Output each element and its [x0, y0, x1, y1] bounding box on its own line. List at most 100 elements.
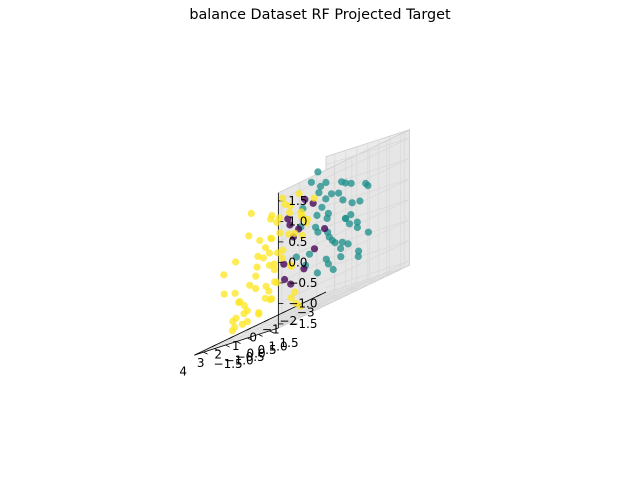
y-tick: [247, 337, 252, 341]
data-point: [347, 179, 355, 187]
data-point: [229, 317, 237, 325]
data-point: [348, 199, 356, 207]
tick-labels: −3−2−101234−1.5−1.0−0.50.00.51.01.5−1.5−…: [179, 194, 317, 378]
data-point: [353, 223, 361, 232]
y-tick: [203, 351, 208, 355]
data-point: [337, 244, 345, 253]
data-point: [287, 280, 295, 288]
data-point: [292, 253, 300, 261]
grid-line: [325, 240, 410, 268]
x-axis-line: [194, 291, 327, 356]
data-point: [245, 232, 253, 240]
data-point: [292, 299, 300, 307]
z-tick-label: −1.0: [288, 296, 317, 310]
data-point: [220, 290, 228, 298]
data-point: [265, 249, 273, 257]
z-tick-label: −1.5: [288, 317, 317, 331]
data-point: [318, 203, 326, 211]
x-tick-label: 2: [214, 348, 222, 362]
grid-line: [278, 240, 410, 304]
x-tick-label: −2: [279, 314, 297, 328]
data-point: [327, 190, 336, 198]
data-point: [345, 220, 354, 228]
data-point: [273, 218, 281, 226]
data-point: [314, 228, 322, 236]
z-tick-label: −0.5: [288, 276, 317, 290]
data-point: [295, 190, 303, 198]
y-tick: [236, 341, 241, 344]
data-point: [291, 229, 299, 237]
z-tick-label: 0.0: [288, 255, 307, 269]
data-point: [267, 234, 275, 242]
data-point: [278, 254, 286, 262]
data-point: [252, 285, 260, 293]
data-point: [286, 221, 294, 229]
data-point: [322, 178, 330, 187]
data-point: [362, 179, 370, 188]
data-point: [354, 252, 362, 261]
x-tick: [316, 294, 321, 297]
y-tick: [225, 344, 230, 348]
y-tick-label: 1.5: [280, 336, 299, 350]
data-point: [247, 209, 255, 217]
y-tick: [258, 334, 263, 337]
data-point: [256, 236, 264, 245]
data-point: [238, 320, 246, 328]
data-point: [297, 212, 305, 220]
y-tick-label: 0.5: [258, 343, 277, 357]
x-tick-label: −3: [297, 306, 315, 320]
x-tick: [211, 344, 216, 348]
data-point: [287, 294, 295, 302]
data-point: [284, 215, 292, 223]
data-point: [271, 278, 279, 286]
data-point: [305, 250, 314, 258]
x-tick-label: 0: [249, 331, 257, 345]
grid-line: [214, 285, 346, 349]
data-point: [313, 211, 321, 219]
data-point: [261, 294, 269, 302]
data-point: [338, 178, 346, 186]
data-point: [286, 261, 294, 269]
data-point: [235, 298, 243, 307]
grid-line: [278, 260, 410, 325]
data-point: [286, 209, 294, 217]
data-point: [286, 202, 294, 210]
data-point: [254, 252, 262, 260]
grid-line: [236, 278, 368, 342]
data-point: [337, 253, 345, 261]
z-tick-label: 0.5: [288, 235, 307, 249]
data-point: [270, 260, 278, 268]
data-point: [338, 238, 346, 246]
data-point: [298, 231, 306, 240]
y-tick-label: −1.5: [214, 357, 243, 371]
data-point: [315, 189, 323, 197]
data-point: [268, 295, 276, 303]
data-point: [232, 258, 240, 266]
data-point: [307, 178, 315, 186]
data-point: [321, 225, 329, 233]
data-point: [302, 219, 310, 227]
data-point: [335, 189, 343, 197]
data-point: [310, 194, 318, 202]
data-point: [314, 168, 322, 176]
data-point: [322, 195, 330, 203]
y-tick: [214, 348, 219, 351]
data-point: [339, 196, 347, 204]
data-point: [353, 218, 361, 226]
x-tick-label: −1: [262, 322, 280, 336]
grid-line: [203, 288, 335, 353]
y-tick-label: 0.0: [247, 347, 266, 361]
grid-lines: [198, 132, 410, 354]
data-point: [364, 228, 372, 236]
data-point: [329, 265, 337, 274]
data-point: [313, 269, 321, 277]
x-tick: [229, 336, 234, 339]
data-point: [246, 281, 254, 289]
y-tick-label: −1.0: [225, 354, 254, 368]
data-point: [328, 236, 336, 245]
data-point: [322, 255, 330, 263]
data-point: [317, 182, 325, 190]
grid-line: [225, 281, 357, 346]
chart-title: balance Dataset RF Projected Target: [189, 7, 451, 23]
